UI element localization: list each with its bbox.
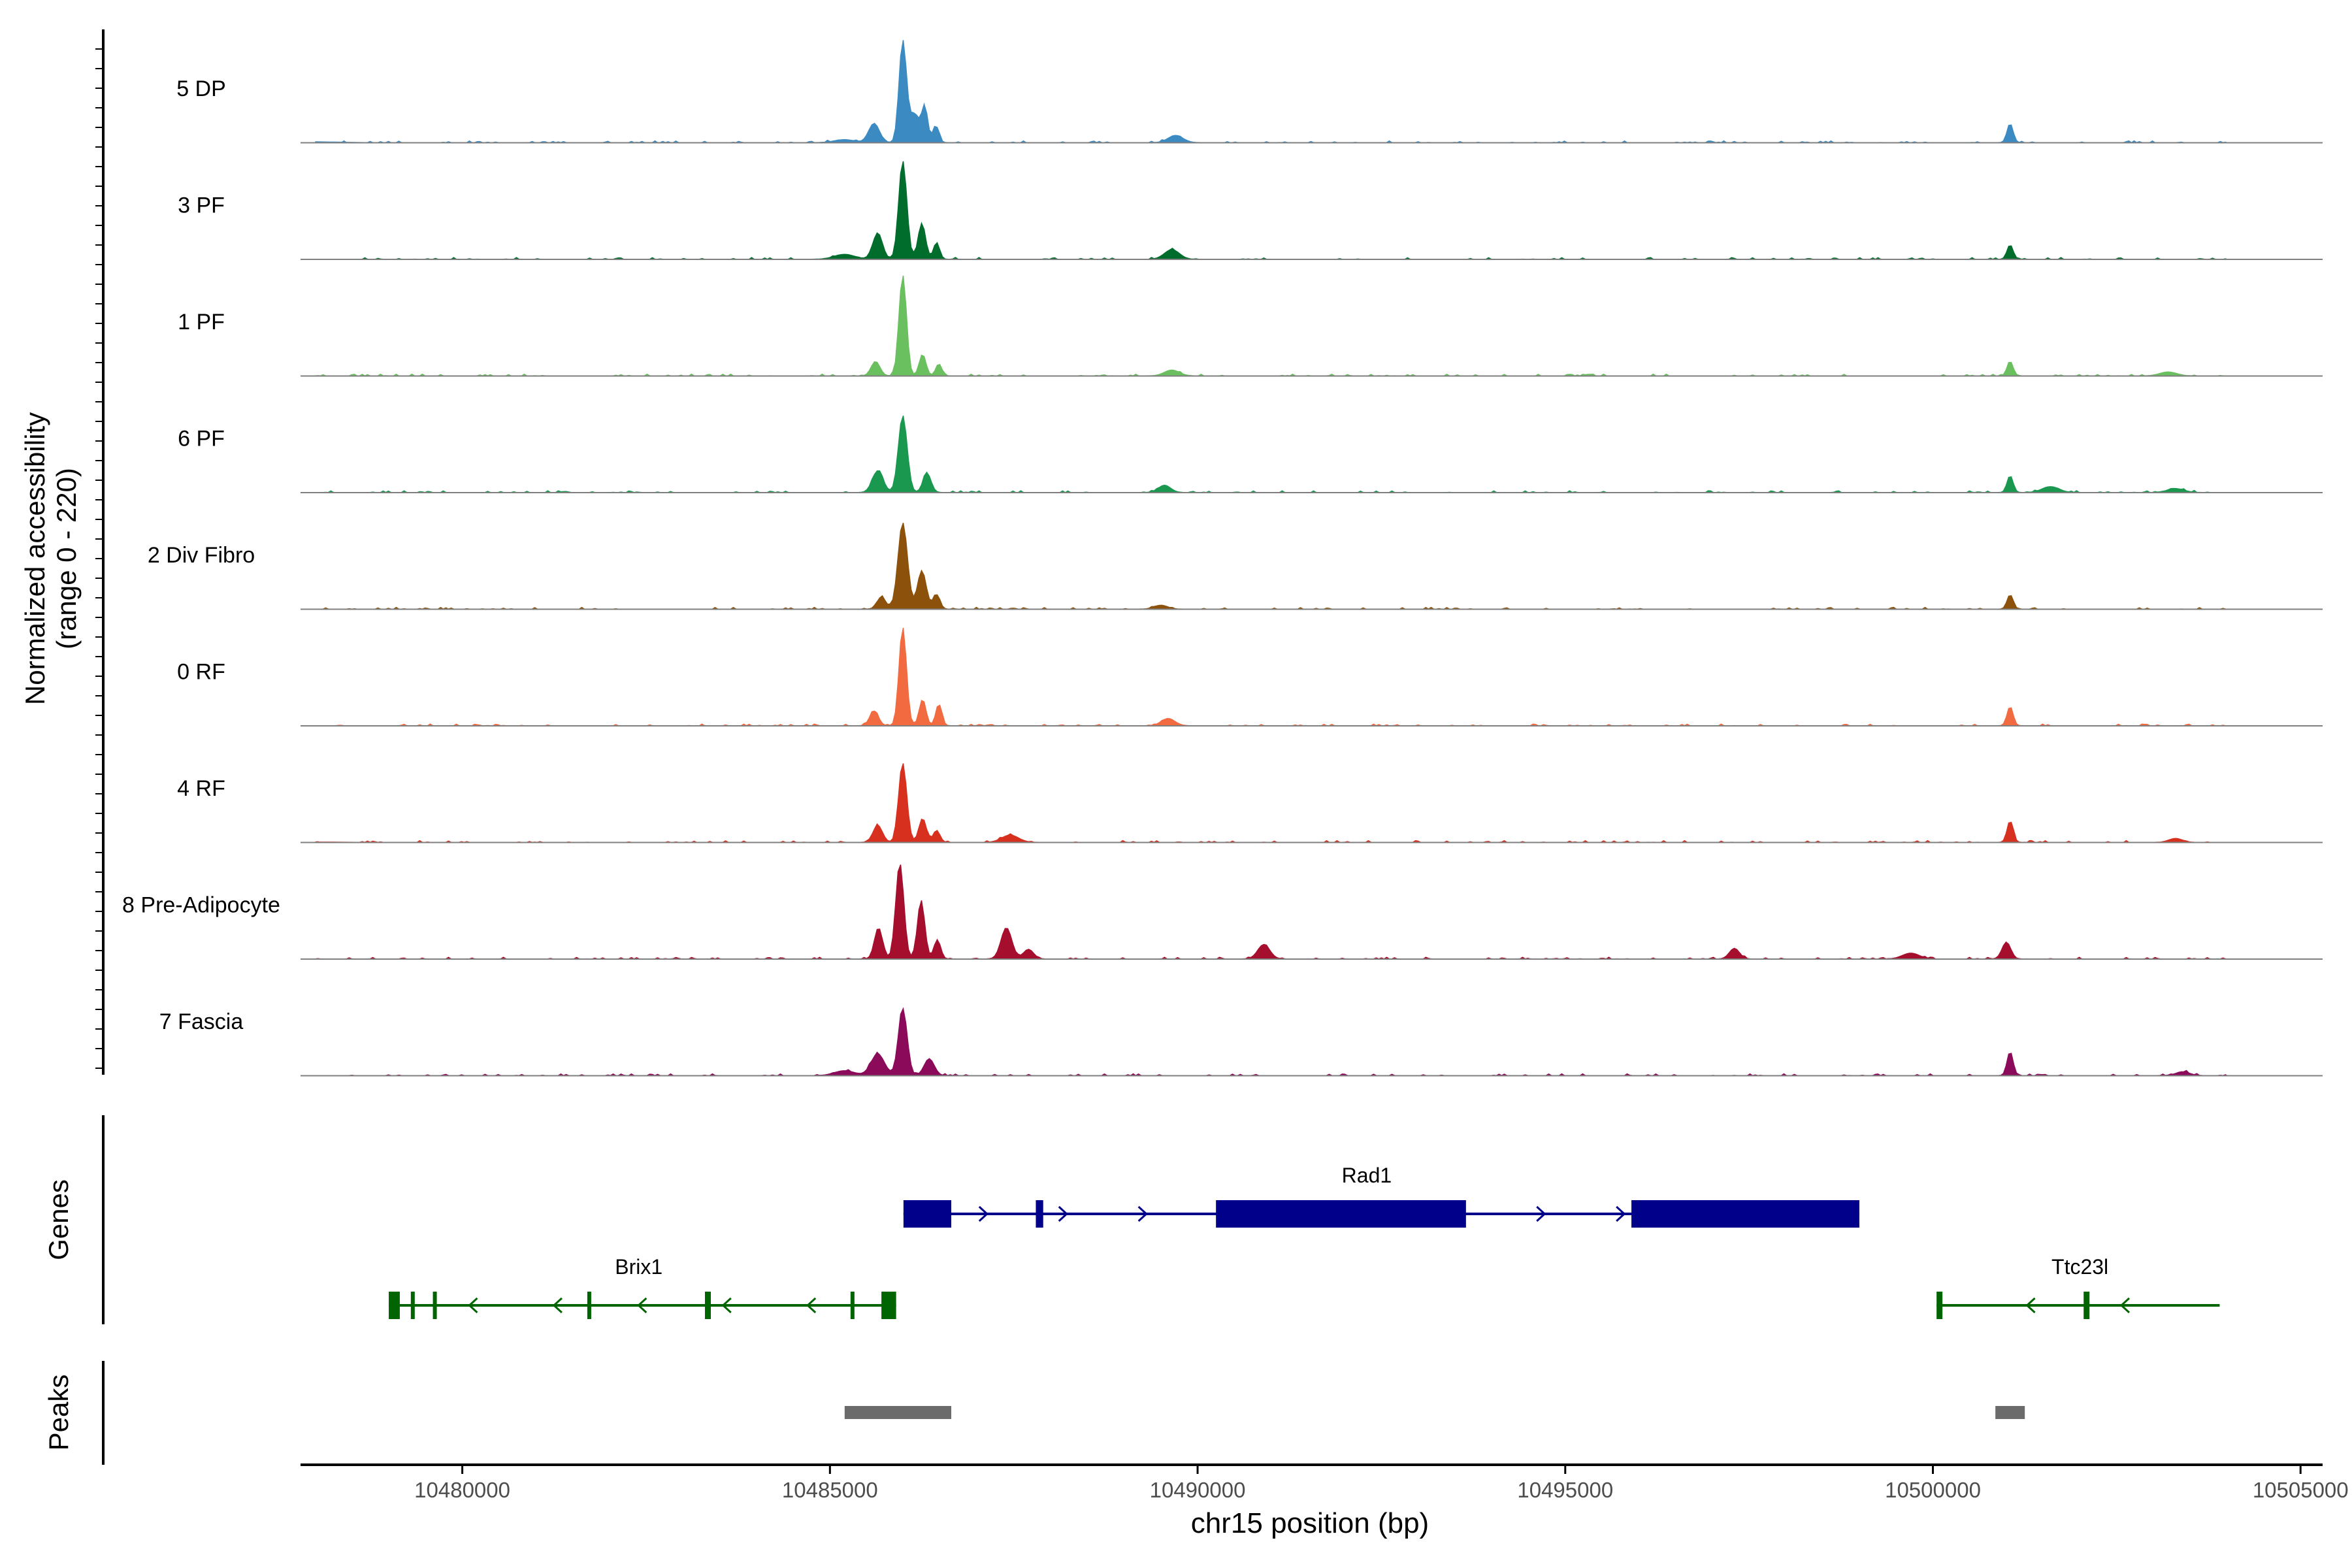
track-8-pre-adipocyte: 8 Pre-Adipocyte <box>122 864 2323 960</box>
gene-exon <box>1036 1200 1043 1228</box>
strand-arrow <box>721 1297 732 1314</box>
x-tick-label: 10495000 <box>1517 1478 1613 1502</box>
x-tick-label: 10485000 <box>782 1478 878 1502</box>
track-3-pf: 3 PF <box>178 161 2323 260</box>
strand-arrow <box>468 1297 478 1314</box>
track-7-fascia: 7 Fascia <box>159 1007 2323 1077</box>
track-label: 7 Fascia <box>159 1009 244 1034</box>
coverage-area <box>315 763 2227 843</box>
gene-ttc23l: Ttc23l <box>1936 1255 2220 1319</box>
strand-arrow <box>2025 1297 2036 1314</box>
strand-arrow <box>806 1297 817 1314</box>
track-label: 8 Pre-Adipocyte <box>122 893 280 918</box>
coverage-area <box>315 275 2227 377</box>
x-tick-label: 10500000 <box>1885 1478 1981 1502</box>
coverage-tracks: 5 DP 3 PF 1 PF 6 PF 2 Div Fibro 0 RF 4 RF 8 Pre… <box>122 40 2323 1077</box>
gene-label: Rad1 <box>1342 1164 1392 1187</box>
strand-arrow <box>637 1297 647 1314</box>
track-label: 6 PF <box>178 427 225 451</box>
y-axis-title: Normalized accessibility <box>20 412 50 705</box>
genes-panel-label: Genes <box>43 1179 74 1260</box>
coverage-area <box>315 864 2227 960</box>
coverage-area <box>315 523 2227 610</box>
gene-exon <box>1936 1292 1943 1319</box>
strand-arrow <box>552 1297 563 1314</box>
peaks-panel-label: Peaks <box>43 1375 74 1451</box>
coverage-area <box>315 161 2227 260</box>
strand-arrow <box>1058 1205 1068 1222</box>
gene-exon <box>850 1292 855 1319</box>
gene-exon <box>587 1292 591 1319</box>
track-1-pf: 1 PF <box>178 275 2323 377</box>
gene-exon <box>2083 1292 2090 1319</box>
coverage-area <box>315 40 2228 144</box>
gene-exon <box>881 1292 896 1319</box>
track-5-dp: 5 DP <box>176 40 2323 144</box>
gene-exon <box>1216 1200 1466 1228</box>
gene-exon <box>389 1292 400 1319</box>
strand-arrow <box>1616 1205 1626 1222</box>
coverage-y-axis <box>95 29 105 1075</box>
strand-arrow <box>1137 1205 1148 1222</box>
x-tick-label: 10505000 <box>2253 1478 2349 1502</box>
gene-exon <box>433 1292 437 1319</box>
strand-arrow <box>978 1205 989 1222</box>
gene-exon <box>903 1200 952 1228</box>
track-label: 5 DP <box>176 76 226 101</box>
track-label: 0 RF <box>177 660 225 685</box>
track-label: 1 PF <box>178 310 225 335</box>
track-label: 2 Div Fibro <box>148 543 255 568</box>
track-0-rf: 0 RF <box>177 627 2323 727</box>
gene-label: Ttc23l <box>2051 1255 2108 1279</box>
peak-region <box>844 1406 952 1419</box>
gene-annotations: Rad1 Brix1 Ttc23l <box>389 1164 2220 1319</box>
coverage-area <box>315 627 2227 727</box>
gene-brix1: Brix1 <box>389 1255 896 1319</box>
coverage-area <box>315 416 2227 493</box>
x-tick-label: 10490000 <box>1150 1478 1246 1502</box>
x-tick-label: 10480000 <box>414 1478 510 1502</box>
coverage-area <box>315 1007 2229 1077</box>
peak-regions <box>844 1406 2025 1419</box>
track-2-div-fibro: 2 Div Fibro <box>148 523 2323 610</box>
y-axis-range: (range 0 - 220) <box>51 468 82 649</box>
gene-exon <box>410 1292 415 1319</box>
gene-label: Brix1 <box>615 1255 662 1279</box>
gene-exon <box>705 1292 711 1319</box>
peak-region <box>1995 1406 2025 1419</box>
x-axis: 10480000 10485000 10490000 10495000 10500000… <box>301 1463 2349 1502</box>
strand-arrow <box>1536 1205 1546 1222</box>
track-label: 4 RF <box>177 776 225 801</box>
track-4-rf: 4 RF <box>177 763 2323 843</box>
x-axis-title: chr15 position (bp) <box>1191 1507 1429 1539</box>
strand-arrow <box>2119 1297 2131 1314</box>
gene-rad1: Rad1 <box>903 1164 1859 1228</box>
track-6-pf: 6 PF <box>178 416 2323 493</box>
gene-exon <box>1631 1200 1859 1228</box>
track-label: 3 PF <box>178 193 225 218</box>
